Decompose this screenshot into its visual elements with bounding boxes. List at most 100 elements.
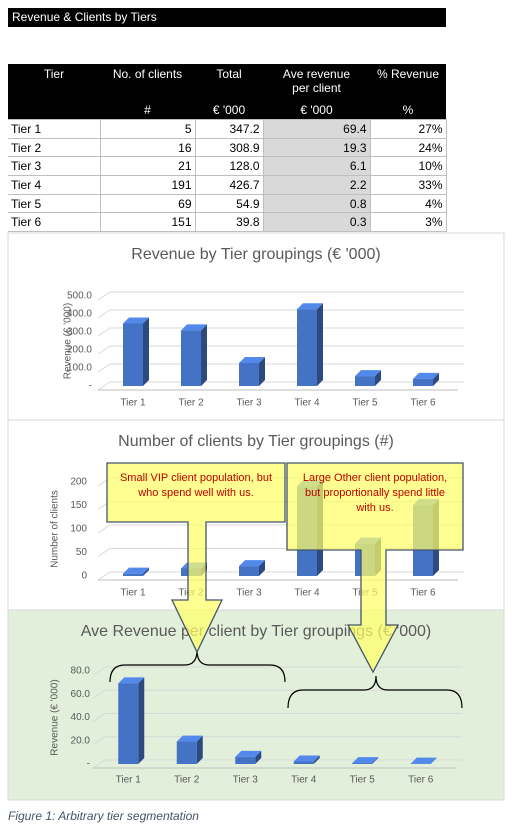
bar — [176, 741, 197, 764]
bar — [123, 323, 143, 386]
callout-shape — [286, 462, 464, 674]
table-row: Tier 3 21 128.0 6.1 10% — [8, 156, 447, 177]
x-tick-label: Tier 3 — [233, 775, 259, 786]
x-tick-label: Tier 4 — [294, 398, 320, 409]
grid-line — [97, 291, 464, 301]
x-tick-label: Tier 3 — [236, 588, 262, 599]
y-tick-label: 50 — [76, 547, 88, 558]
table-cell: 0.3 — [262, 212, 371, 233]
table-cell: 191 — [99, 175, 196, 195]
callouts — [106, 462, 464, 674]
bar — [413, 378, 433, 386]
y-tick-label: 200.0 — [67, 345, 92, 356]
table-row: Tier 1 5 347.2 69.4 27% — [8, 119, 447, 139]
unit-cell — [8, 102, 100, 120]
table-cell: 21 — [99, 156, 196, 177]
y-tick-label: 60.0 — [71, 689, 91, 700]
bar-side — [375, 370, 381, 386]
y-tick-label: 40.0 — [71, 712, 91, 723]
table-title: Revenue & Clients by Tiers — [8, 8, 446, 27]
column-header: % Revenue — [370, 64, 446, 102]
x-tick-label: Tier 2 — [178, 398, 204, 409]
table-row: Tier 4 191 426.7 2.2 33% — [8, 175, 447, 195]
unit-cell: % — [370, 102, 446, 120]
bar-top — [410, 757, 437, 764]
bar-top — [297, 303, 323, 310]
unit-cell: € '000 — [195, 102, 263, 120]
bar-top — [239, 356, 265, 363]
y-tick-label: 0 — [81, 571, 87, 582]
callout-text: Small VIP client population, but who spe… — [119, 472, 273, 499]
table-body: Tier 1 5 347.2 69.4 27% Tier 2 16 308.9 19.3 24% T… — [8, 119, 447, 233]
bar-side — [196, 735, 203, 764]
bar-side — [313, 755, 320, 764]
table-cell: 128.0 — [194, 156, 264, 177]
x-tick-label: Tier 3 — [236, 398, 262, 409]
table-cell: 19.3 — [262, 137, 371, 158]
x-tick-label: Tier 1 — [120, 398, 146, 409]
x-tick-label: Tier 6 — [410, 588, 436, 599]
callout-shape — [106, 462, 286, 654]
bar-side — [372, 757, 379, 764]
y-tick-label: 200 — [70, 477, 87, 488]
chart-title: Revenue by Tier groupings (€ '000) — [131, 246, 380, 263]
table-cell: 24% — [369, 137, 447, 158]
table-cell: 54.9 — [194, 193, 264, 214]
x-tick-label: Tier 5 — [350, 775, 376, 786]
x-tick-label: Tier 1 — [116, 775, 142, 786]
grid-line — [97, 381, 464, 391]
bar-side — [138, 677, 145, 764]
table-cell: 39.8 — [194, 212, 264, 233]
grid-line — [97, 363, 464, 373]
y-tick-label: 150 — [70, 500, 87, 511]
table-cell: Tier 2 — [8, 137, 101, 158]
caption: Figure 1: Arbitrary tier segmentation — [8, 809, 199, 823]
callout-text: Large Other client population, but propo… — [302, 472, 448, 514]
table-row: Tier 6 151 39.8 0.3 3% — [8, 212, 447, 233]
table-cell: 69 — [99, 193, 196, 214]
grid-line — [97, 571, 464, 581]
table-cell: 27% — [369, 119, 447, 139]
grid-line — [92, 713, 462, 722]
bar — [293, 761, 314, 764]
bar — [352, 763, 373, 764]
column-header: Tier — [8, 64, 100, 102]
grid-line — [97, 327, 464, 337]
bar-side — [317, 303, 323, 386]
unit-cell: € '000 — [263, 102, 370, 120]
bar-top — [123, 317, 149, 324]
y-axis-title: Revenue (€ '000) — [50, 679, 61, 755]
bar-side — [259, 356, 265, 386]
bar — [297, 309, 317, 386]
table-cell: 2.2 — [262, 175, 371, 195]
y-tick-label: - — [89, 381, 92, 392]
grid-line — [97, 309, 464, 319]
x-tick-label: Tier 4 — [291, 775, 317, 786]
x-tick-label: Tier 2 — [174, 775, 200, 786]
table-cell: Tier 4 — [8, 175, 101, 195]
chart-title: Ave Revenue per client by Tier groupings… — [81, 623, 432, 640]
column-header: No. of clients — [100, 64, 195, 102]
column-header: Ave revenue per client — [263, 64, 370, 102]
bar — [181, 330, 201, 386]
bar-side — [433, 372, 439, 386]
table-cell: 3% — [369, 212, 447, 233]
y-tick-label: - — [87, 759, 90, 770]
grid-line — [97, 345, 464, 355]
x-tick-label: Tier 6 — [410, 398, 436, 409]
bar-side — [430, 757, 437, 764]
y-tick-label: 80.0 — [71, 666, 91, 677]
table-cell: Tier 5 — [8, 193, 101, 214]
x-tick-label: Tier 4 — [294, 588, 320, 599]
table-cell: 426.7 — [194, 175, 264, 195]
table-cell: 151 — [99, 212, 196, 233]
y-tick-label: 100.0 — [67, 363, 92, 374]
table-cell: 69.4 — [262, 119, 371, 139]
table-cell: 0.8 — [262, 193, 371, 214]
bar-top — [176, 735, 203, 742]
bar-top — [118, 677, 145, 684]
bar-top — [355, 370, 381, 377]
y-tick-label: 20.0 — [71, 735, 91, 746]
table-cell: 6.1 — [262, 156, 371, 177]
